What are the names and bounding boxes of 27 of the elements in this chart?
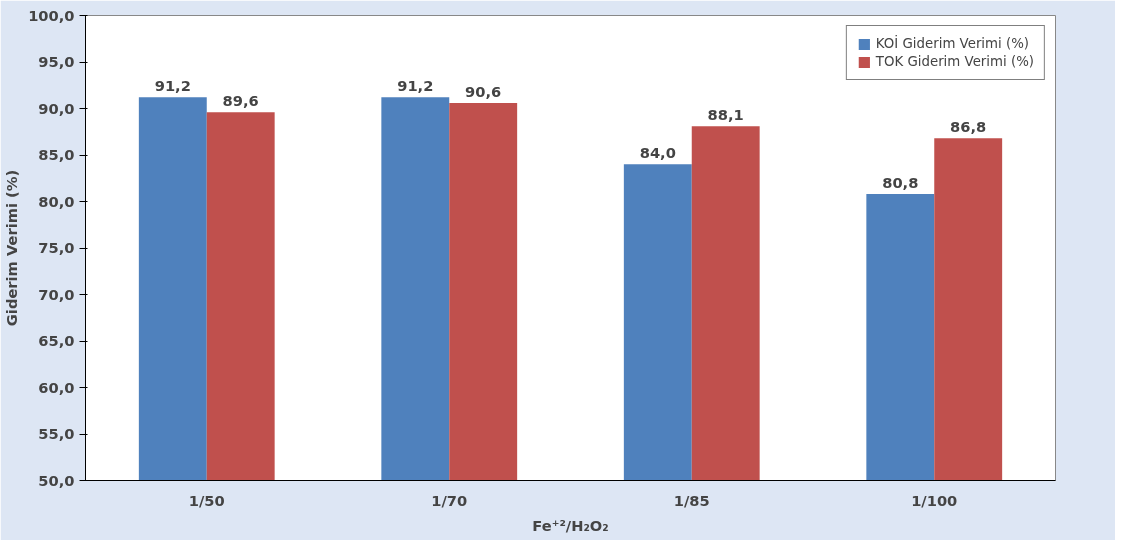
x-tick-label: 1/100 (911, 491, 958, 509)
data-label: 91,2 (397, 77, 434, 95)
y-tick-label: 90,0 (38, 99, 75, 117)
legend-label: KOİ Giderim Verimi (%) (875, 36, 1030, 51)
y-axis-title: Giderim Verimi (%) (3, 169, 21, 327)
x-tick-label: 1/70 (431, 491, 468, 509)
x-tick-label: 1/50 (188, 491, 225, 509)
data-label: 91,2 (154, 77, 191, 95)
y-tick-label: 65,0 (38, 332, 75, 349)
data-label: 86,8 (950, 118, 987, 136)
y-tick-label: 75,0 (38, 239, 75, 256)
data-label: 90,6 (465, 82, 502, 100)
y-tick-label: 100,0 (28, 6, 75, 24)
data-label: 89,6 (222, 92, 259, 110)
data-label: 88,1 (707, 106, 744, 124)
y-tick-label: 85,0 (38, 146, 75, 163)
legend-label: TOK Giderim Verimi (%) (875, 54, 1034, 69)
y-tick-label: 80,0 (38, 192, 75, 210)
x-tick-label: 1/85 (673, 491, 710, 509)
data-label: 80,8 (882, 174, 919, 192)
y-tick-label: 55,0 (38, 425, 75, 442)
y-tick-label: 70,0 (38, 285, 75, 303)
y-tick-label: 95,0 (38, 53, 75, 70)
y-tick-label: 50,0 (38, 471, 75, 489)
x-axis-title: Fe⁺²/H₂O₂ (532, 516, 609, 534)
y-tick-label: 60,0 (38, 378, 75, 396)
data-label: 84,0 (639, 144, 676, 162)
